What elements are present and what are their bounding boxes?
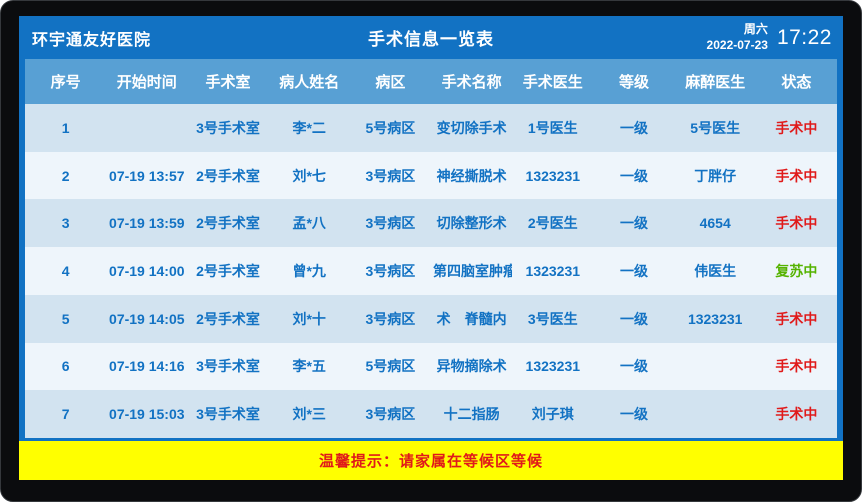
date-block: 周六 2022-07-23	[707, 22, 768, 53]
table-cell: 1号医生	[527, 119, 578, 136]
table-cell: 刘*三	[292, 406, 326, 423]
column-header: 病区	[375, 74, 406, 91]
status-cell: 手术中	[775, 167, 818, 184]
table-row: 4 07-19 14:00 2号手术室 曾*九 3号病区 第四脑室肿瘤 1323231 一级 伟…	[25, 247, 837, 295]
table-cell: 3号病区	[365, 263, 416, 280]
surgery-table-body: 1 3号手术室 李*二 5号病区 变切除手术 1号医生 一级 5号医生 手术中 2 07-19 13…	[25, 104, 837, 439]
table-cell: 3号医生	[527, 310, 578, 327]
table-cell: 刘*七	[292, 167, 326, 184]
top-bar: 环宇通友好医院 手术信息一览表 周六 2022-07-23 17:22	[19, 16, 843, 59]
table-cell: 7	[61, 406, 70, 423]
table-cell: 李*五	[292, 358, 326, 375]
table-header-row: 序号 开始时间 手术室 病人姓名 病区 手术名称 手术医生 等级 麻醉医生 状态	[25, 59, 837, 104]
table-cell: 异物摘除术	[436, 358, 507, 375]
table-cell: 术 脊髓内	[436, 310, 507, 327]
status-cell: 复苏中	[775, 263, 818, 280]
clock-time: 17:22	[776, 25, 832, 49]
table-cell: 2号手术室	[196, 215, 260, 232]
column-header: 手术室	[205, 74, 251, 91]
table-cell: 神经撕脱术	[436, 167, 507, 184]
table-cell: 07-19 15:03	[109, 406, 185, 423]
table-cell: 4	[61, 263, 70, 280]
table-cell: 1323231	[525, 263, 581, 280]
status-cell: 手术中	[775, 310, 818, 327]
table-cell: 3号病区	[365, 215, 416, 232]
table-cell: 第四脑室肿瘤	[432, 263, 513, 280]
table-cell: 伟医生	[694, 263, 737, 280]
table-cell: 07-19 14:16	[109, 358, 185, 375]
date-label: 2022-07-23	[706, 37, 768, 52]
table-cell: 3号病区	[365, 310, 416, 327]
table-cell: 曾*九	[292, 263, 326, 280]
table-cell: 6	[61, 358, 70, 375]
table-cell: 07-19 13:59	[109, 215, 185, 232]
table-cell: 5号病区	[365, 119, 416, 136]
column-header: 等级	[618, 74, 649, 91]
table-row: 6 07-19 14:16 3号手术室 李*五 5号病区 异物摘除术 1323231 一级 手术…	[25, 342, 837, 391]
column-header: 手术名称	[441, 74, 502, 91]
table-cell: 丁胖仔	[694, 167, 737, 184]
table-cell: 一级	[619, 263, 648, 280]
notice-text: 温馨提示：请家属在等候区等候	[318, 453, 543, 470]
weekday-label: 周六	[743, 21, 768, 36]
table-cell: 1323231	[525, 358, 581, 375]
table-cell: 3号病区	[365, 406, 416, 423]
table-row: 2 07-19 13:57 2号手术室 刘*七 3号病区 神经撕脱术 1323231 一级 丁胖…	[25, 151, 837, 200]
table-cell: 切除整形术	[436, 215, 507, 232]
table-cell: 3号手术室	[196, 358, 260, 375]
table-cell: 刘子琪	[531, 406, 574, 423]
table-cell: 5号病区	[365, 358, 416, 375]
status-cell: 手术中	[775, 406, 818, 423]
table-cell: 2号手术室	[196, 167, 260, 184]
table-cell: 2号手术室	[196, 310, 260, 327]
table-cell: 3号手术室	[196, 119, 260, 136]
table-cell: 李*二	[292, 119, 326, 136]
datetime-block: 周六 2022-07-23 17:22	[707, 22, 843, 53]
table-row: 3 07-19 13:59 2号手术室 孟*八 3号病区 切除整形术 2号医生 一级 4654 手…	[25, 199, 837, 248]
table-cell: 3号手术室	[196, 406, 260, 423]
table-cell: 1	[61, 119, 70, 136]
status-cell: 手术中	[775, 215, 818, 232]
table-row: 1 3号手术室 李*二 5号病区 变切除手术 1号医生 一级 5号医生 手术中	[25, 104, 837, 152]
table-cell: 一级	[619, 119, 648, 136]
table-cell: 5号医生	[690, 119, 741, 136]
table-cell: 4654	[699, 215, 731, 232]
table-cell: 5	[61, 310, 70, 327]
table-cell: 1323231	[687, 310, 743, 327]
table-cell: 一级	[619, 167, 648, 184]
table-row: 5 07-19 14:05 2号手术室 刘*十 3号病区 术 脊髓内 3号医生 一级 13232…	[25, 294, 837, 343]
table-cell: 2号医生	[527, 215, 578, 232]
table-cell: 07-19 13:57	[109, 167, 185, 184]
table-cell: 1323231	[525, 167, 581, 184]
screen: 环宇通友好医院 手术信息一览表 周六 2022-07-23 17:22 序号 开始…	[19, 16, 843, 480]
column-header: 状态	[781, 74, 812, 91]
surgery-table: 序号 开始时间 手术室 病人姓名 病区 手术名称 手术医生 等级 麻醉医生 状态 1 3号手术室 李*…	[25, 59, 837, 439]
hospital-name: 环宇通友好医院	[32, 31, 152, 49]
table-cell: 变切除手术	[436, 119, 507, 136]
table-cell: 一级	[619, 358, 648, 375]
column-header: 病人姓名	[279, 74, 340, 91]
footer-notice-bar: 温馨提示：请家属在等候区等候	[19, 441, 843, 480]
column-header: 序号	[50, 74, 81, 91]
table-cell: 一级	[619, 215, 648, 232]
table-cell: 07-19 14:05	[109, 310, 185, 327]
table-cell: 刘*十	[292, 310, 326, 327]
table-cell: 一级	[619, 406, 648, 423]
table-row: 7 07-19 15:03 3号手术室 刘*三 3号病区 十二指肠 刘子琪 一级 手术中	[25, 390, 837, 439]
table-cell: 十二指肠	[443, 406, 500, 423]
table-cell: 3	[61, 215, 70, 232]
status-cell: 手术中	[775, 358, 818, 375]
table-cell: 2	[61, 167, 70, 184]
table-cell: 一级	[619, 310, 648, 327]
table-cell: 3号病区	[365, 167, 416, 184]
column-header: 手术医生	[522, 74, 583, 91]
column-header: 麻醉医生	[685, 74, 746, 91]
status-cell: 手术中	[775, 119, 818, 136]
table-cell: 孟*八	[292, 215, 326, 232]
column-header: 开始时间	[116, 74, 177, 91]
table-cell: 2号手术室	[196, 263, 260, 280]
table-cell: 07-19 14:00	[109, 263, 185, 280]
